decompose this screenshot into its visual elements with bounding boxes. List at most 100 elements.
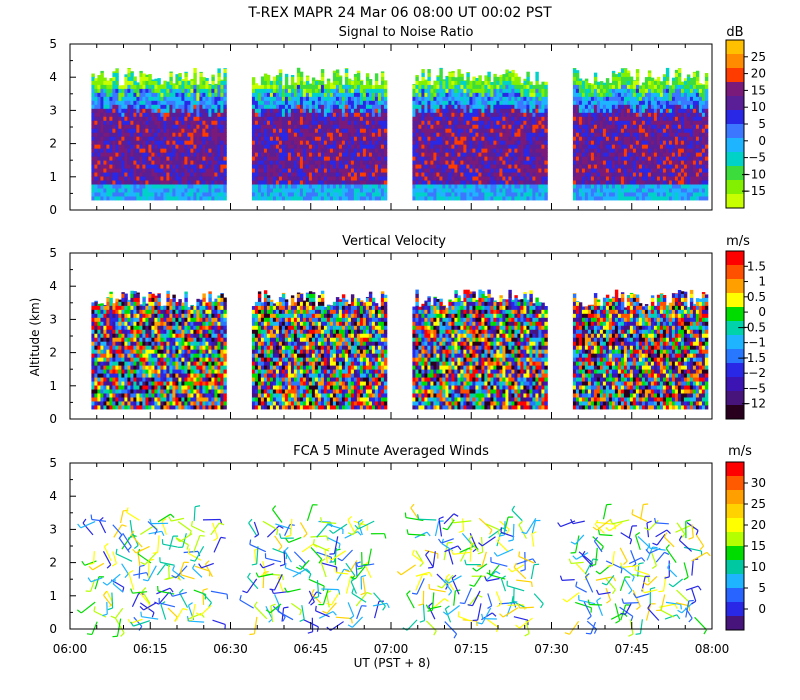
data-cell — [217, 180, 221, 185]
data-cell — [133, 196, 137, 201]
data-cell — [151, 92, 155, 97]
data-cell — [335, 108, 340, 113]
data-cell — [347, 144, 352, 149]
data-cell — [94, 148, 98, 153]
data-cell — [311, 196, 316, 201]
data-cell — [350, 84, 355, 89]
data-cell — [623, 104, 628, 109]
data-cell — [106, 124, 110, 129]
data-cell — [112, 144, 116, 149]
data-cell — [269, 184, 274, 189]
data-cell — [317, 176, 322, 181]
data-cell — [484, 124, 488, 129]
data-cell — [338, 120, 343, 125]
data-cell — [151, 96, 155, 101]
data-cell — [541, 192, 545, 197]
data-cell — [320, 148, 325, 153]
data-cell — [296, 104, 301, 109]
data-cell — [380, 152, 385, 157]
data-cell — [214, 140, 218, 145]
data-cell — [296, 140, 301, 145]
data-cell — [617, 140, 622, 145]
data-cell — [329, 164, 334, 169]
data-cell — [172, 84, 176, 89]
data-cell — [502, 164, 506, 169]
data-cell — [617, 160, 622, 165]
data-cell — [415, 88, 419, 93]
data-cell — [172, 192, 176, 197]
data-cell — [284, 172, 289, 177]
data-cell — [293, 188, 298, 193]
data-cell — [166, 120, 170, 125]
data-cell — [160, 144, 164, 149]
data-cell — [112, 104, 116, 109]
data-cell — [365, 96, 370, 101]
data-cell — [424, 112, 428, 117]
data-cell — [374, 144, 379, 149]
data-cell — [629, 128, 634, 133]
data-cell — [254, 164, 259, 169]
data-cell — [142, 92, 146, 97]
data-cell — [223, 144, 227, 149]
data-cell — [118, 124, 122, 129]
data-cell — [296, 96, 301, 101]
data-cell — [142, 188, 146, 193]
data-cell — [115, 172, 119, 177]
data-cell — [538, 164, 542, 169]
data-cell — [493, 80, 497, 85]
data-cell — [332, 160, 337, 165]
data-cell — [380, 172, 385, 177]
data-cell — [436, 160, 440, 165]
data-cell — [469, 188, 473, 193]
data-cell — [97, 84, 101, 89]
data-cell — [359, 160, 364, 165]
data-cell — [484, 92, 488, 97]
data-cell — [490, 84, 494, 89]
data-cell — [148, 192, 152, 197]
data-cell — [320, 108, 325, 113]
data-cell — [505, 180, 509, 185]
data-cell — [254, 192, 259, 197]
data-cell — [112, 148, 116, 153]
data-cell — [293, 144, 298, 149]
data-cell — [502, 128, 506, 133]
data-cell — [266, 136, 271, 141]
data-cell — [475, 92, 479, 97]
data-cell — [602, 140, 607, 145]
data-cell — [368, 128, 373, 133]
data-cell — [199, 172, 203, 177]
data-cell — [251, 144, 256, 149]
data-cell — [427, 108, 431, 113]
data-cell — [160, 84, 164, 85]
data-cell — [368, 116, 373, 121]
data-cell — [496, 188, 500, 193]
data-cell — [353, 180, 358, 185]
data-cell — [623, 168, 628, 173]
data-cell — [338, 144, 343, 149]
data-cell — [341, 96, 346, 101]
data-cell — [148, 104, 152, 109]
data-cell — [454, 80, 458, 85]
data-cell — [272, 160, 277, 165]
data-cell — [100, 160, 104, 165]
data-cell — [472, 128, 476, 133]
data-cell — [427, 172, 431, 177]
data-cell — [377, 180, 382, 185]
data-cell — [329, 128, 334, 133]
data-cell — [157, 88, 161, 93]
data-cell — [263, 172, 268, 177]
data-cell — [127, 92, 131, 97]
data-cell — [130, 184, 134, 189]
data-cell — [275, 108, 280, 113]
data-cell — [91, 152, 95, 157]
data-cell — [457, 188, 461, 193]
data-cell — [299, 96, 304, 101]
data-cell — [626, 80, 631, 85]
data-cell — [112, 96, 116, 101]
data-cell — [572, 72, 577, 77]
data-cell — [457, 69, 461, 73]
data-cell — [418, 180, 422, 185]
data-cell — [356, 100, 361, 105]
data-cell — [418, 96, 422, 101]
data-cell — [478, 92, 482, 97]
